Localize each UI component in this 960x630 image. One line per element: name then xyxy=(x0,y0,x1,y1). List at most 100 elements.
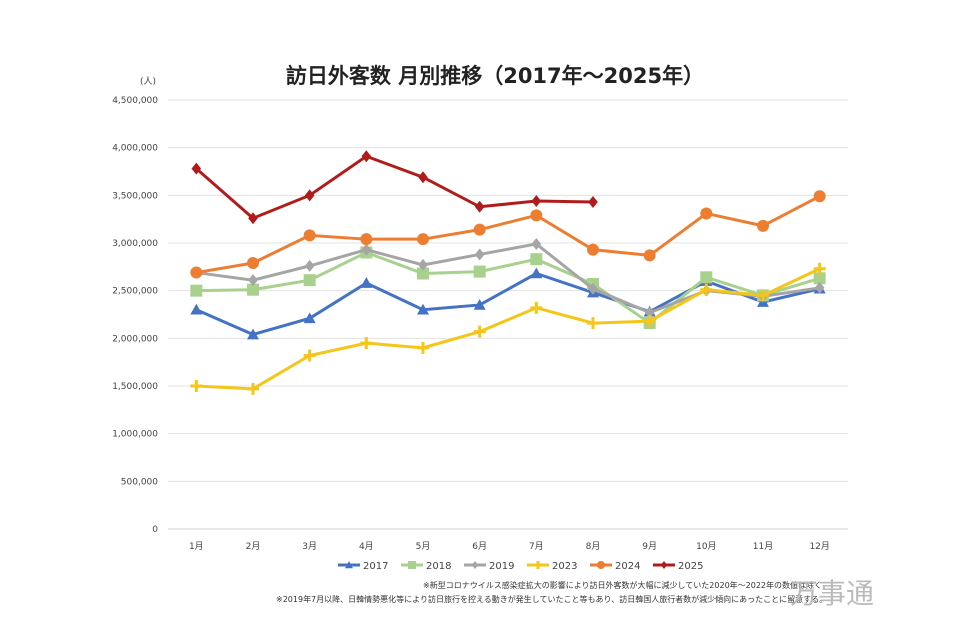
legend-label: 2024 xyxy=(615,561,640,572)
data-point xyxy=(191,162,202,175)
data-point xyxy=(474,200,485,213)
x-tick-label: 6月 xyxy=(472,541,487,552)
data-point xyxy=(473,325,486,338)
data-point xyxy=(418,258,428,271)
data-point xyxy=(700,283,713,296)
data-point xyxy=(361,150,372,163)
data-point xyxy=(417,233,429,246)
data-point xyxy=(644,306,655,319)
legend-item-2019: 2019 xyxy=(464,561,514,572)
data-point xyxy=(303,312,316,324)
data-point xyxy=(700,207,713,220)
data-point xyxy=(190,266,203,279)
series-2024 xyxy=(190,190,826,279)
data-point xyxy=(360,337,373,350)
x-tick-label: 7月 xyxy=(529,541,544,552)
data-point xyxy=(473,298,486,310)
footnote-2: ※2019年7月以降、日韓情勢悪化等により訪日旅行を控える動きが発生していたこと… xyxy=(276,595,828,604)
y-tick-label: 4,000,000 xyxy=(112,144,158,154)
series-2017 xyxy=(190,267,826,340)
data-point xyxy=(190,303,203,315)
series-line xyxy=(196,242,820,315)
y-tick-label: 2,000,000 xyxy=(112,334,158,344)
data-point xyxy=(814,281,825,294)
chart-title: 訪日外客数 月別推移（2017年～2025年） xyxy=(285,64,705,88)
data-point xyxy=(643,249,656,262)
data-point xyxy=(813,190,826,203)
data-point xyxy=(531,237,542,250)
series-line xyxy=(196,267,821,391)
data-point xyxy=(247,382,259,395)
legend-item-2024: 2024 xyxy=(590,561,640,572)
legend-label: 2019 xyxy=(489,561,514,572)
data-point xyxy=(190,284,203,297)
data-point xyxy=(361,243,372,256)
legend-item-2025: 2025 xyxy=(653,561,703,572)
data-point xyxy=(643,315,656,328)
data-point xyxy=(588,196,598,209)
legend-item-2023: 2023 xyxy=(527,561,577,572)
data-point xyxy=(248,212,258,225)
data-point xyxy=(360,233,373,246)
data-point xyxy=(418,171,428,184)
data-point xyxy=(248,274,258,287)
data-point xyxy=(304,259,315,272)
data-point xyxy=(417,341,429,354)
data-point xyxy=(530,301,543,314)
data-point xyxy=(417,267,429,280)
y-tick-label: 3,000,000 xyxy=(112,239,158,249)
data-point xyxy=(473,223,486,236)
x-tick-label: 3月 xyxy=(302,541,317,552)
data-point xyxy=(587,243,599,256)
x-tick-label: 8月 xyxy=(586,541,601,552)
data-point xyxy=(530,267,543,279)
series-line xyxy=(195,154,594,220)
footnote-1: ※新型コロナウイルス感染症拡大の影響により訪日外客数が大幅に減少していた2020… xyxy=(423,581,823,590)
data-point xyxy=(304,189,315,202)
x-tick-label: 4月 xyxy=(359,541,374,552)
x-tick-label: 12月 xyxy=(809,541,829,552)
data-point xyxy=(587,317,599,330)
data-point xyxy=(757,219,769,232)
data-point xyxy=(303,229,316,242)
y-tick-label: 4,500,000 xyxy=(112,96,158,106)
y-tick-label: 1,000,000 xyxy=(112,430,158,440)
y-tick-label: 500,000 xyxy=(121,477,158,487)
data-point xyxy=(700,271,713,284)
y-tick-label: 3,500,000 xyxy=(112,191,158,201)
watermark: 万事通 xyxy=(790,577,875,610)
x-tick-label: 1月 xyxy=(189,541,204,552)
data-point xyxy=(757,289,769,302)
legend-item-2018: 2018 xyxy=(401,561,451,572)
data-point xyxy=(360,277,373,288)
series-2019 xyxy=(191,237,825,319)
data-point xyxy=(417,303,429,315)
series-2025 xyxy=(191,150,598,225)
x-tick-label: 11月 xyxy=(753,541,773,552)
data-point xyxy=(303,274,316,287)
y-axis-unit: (人) xyxy=(140,77,157,87)
data-point xyxy=(813,272,826,285)
x-tick-label: 2月 xyxy=(246,541,261,552)
data-point xyxy=(530,253,543,266)
legend-label: 2017 xyxy=(363,561,388,572)
data-point xyxy=(247,257,259,270)
series-line xyxy=(196,250,821,325)
y-tick-label: 0 xyxy=(152,525,158,535)
legend-label: 2018 xyxy=(426,561,451,572)
x-tick-label: 5月 xyxy=(416,541,431,552)
data-point xyxy=(247,328,259,340)
series-2023 xyxy=(190,262,826,395)
series-line xyxy=(196,194,821,275)
data-point xyxy=(474,248,485,261)
x-tick-label: 10月 xyxy=(696,541,716,552)
data-point xyxy=(531,195,542,208)
data-point xyxy=(473,265,486,278)
data-point xyxy=(247,283,259,296)
series-line xyxy=(195,271,821,337)
legend-label: 2025 xyxy=(678,561,703,572)
y-tick-label: 2,500,000 xyxy=(112,287,158,297)
x-tick-label: 9月 xyxy=(642,541,657,552)
